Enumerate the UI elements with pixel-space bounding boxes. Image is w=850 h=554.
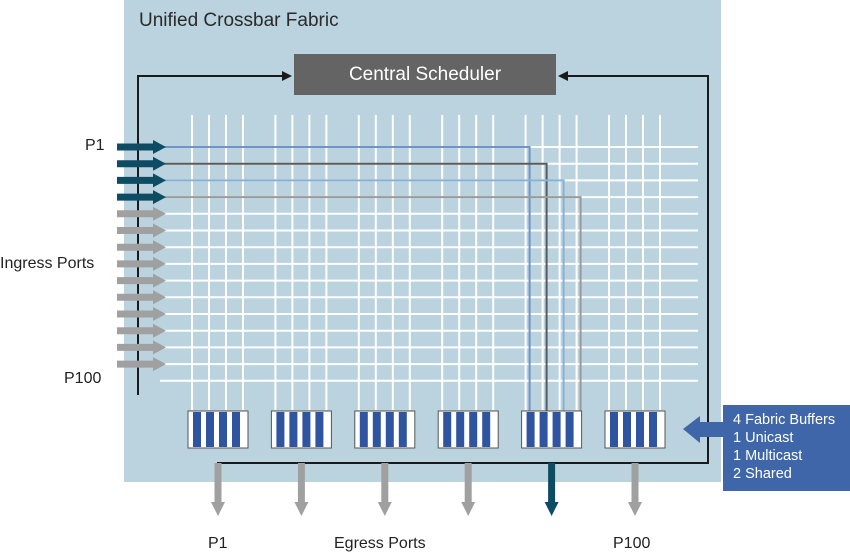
buffer-cell [649, 412, 657, 447]
ingress-arrow [117, 256, 166, 271]
buffer-cell [219, 412, 227, 447]
buffer-cell [289, 412, 298, 447]
ingress-first-port-label: P1 [85, 137, 105, 154]
buffer-group [270, 410, 332, 449]
ingress-arrows [117, 140, 166, 372]
buffer-cell [302, 412, 311, 447]
ingress-arrow [117, 290, 166, 305]
buffer-cell [443, 412, 452, 447]
buffer-cell [398, 412, 407, 447]
buffer-cell [232, 412, 240, 447]
egress-arrow [211, 463, 225, 516]
ingress-ports-label: Ingress Ports [0, 255, 95, 272]
buffer-cell [359, 412, 368, 447]
switching-path [160, 162, 548, 414]
legend-pointer-arrow [683, 416, 723, 443]
buffer-group [437, 410, 499, 449]
egress-last-port-label: P100 [613, 535, 651, 552]
buffer-cell [539, 412, 548, 447]
buffer-legend: 4 Fabric Buffers 1 Unicast 1 Multicast 2… [723, 405, 850, 491]
ingress-arrow [117, 156, 166, 171]
buffer-group [521, 410, 583, 449]
ingress-arrow [117, 140, 166, 154]
ingress-arrow [117, 340, 166, 355]
buffer-group [604, 410, 666, 449]
switching-path [160, 146, 531, 414]
egress-first-port-label: P1 [208, 535, 228, 552]
ingress-arrow [117, 190, 166, 205]
egress-ports-label: Egress Ports [334, 535, 426, 552]
ingress-arrow [117, 223, 166, 238]
ingress-arrow [117, 273, 166, 288]
buffer-cell [610, 412, 618, 447]
egress-arrow [377, 463, 392, 516]
ingress-arrow [117, 240, 166, 255]
central-scheduler-label: Central Scheduler [348, 63, 502, 85]
ingress-arrow [117, 357, 166, 372]
central-scheduler: Central Scheduler [294, 54, 556, 95]
buffer-legend-shared: 2 Shared [733, 466, 792, 482]
buffer-legend-title: 4 Fabric Buffers [733, 412, 836, 428]
egress-arrow [544, 463, 559, 516]
buffer-cell [469, 412, 478, 447]
egress-arrow [294, 463, 309, 516]
buffer-cell [385, 412, 394, 447]
buffer-legend-unicast: 1 Unicast [733, 430, 794, 446]
buffer-legend-multicast: 1 Multicast [733, 448, 803, 464]
ingress-last-port-label: P100 [64, 370, 102, 387]
buffer-cell [482, 412, 491, 447]
egress-arrow [461, 463, 476, 516]
ingress-arrow [117, 307, 166, 321]
buffer-cell [623, 412, 631, 447]
switching-paths [160, 146, 582, 414]
switching-path [160, 196, 582, 414]
buffer-group [354, 410, 416, 449]
egress-arrows [211, 463, 642, 516]
buffer-cell [315, 412, 324, 447]
buffer-cell [456, 412, 465, 447]
egress-arrow [628, 463, 642, 516]
buffer-cell [636, 412, 644, 447]
buffer-cell [372, 412, 381, 447]
buffer-group [187, 410, 249, 449]
ingress-to-scheduler-line [137, 71, 292, 395]
buffer-cell [565, 412, 574, 447]
ingress-arrow [117, 173, 166, 188]
buffer-cell [193, 412, 201, 447]
ingress-arrow [117, 206, 166, 221]
fabric-title: Unified Crossbar Fabric [139, 10, 339, 31]
switching-path [160, 179, 565, 414]
buffer-cell [552, 412, 561, 447]
buffer-cell [206, 412, 214, 447]
buffer-cell [276, 412, 285, 447]
buffer-groups [187, 410, 666, 449]
buffer-cell [526, 412, 535, 447]
ingress-arrow [117, 323, 166, 338]
